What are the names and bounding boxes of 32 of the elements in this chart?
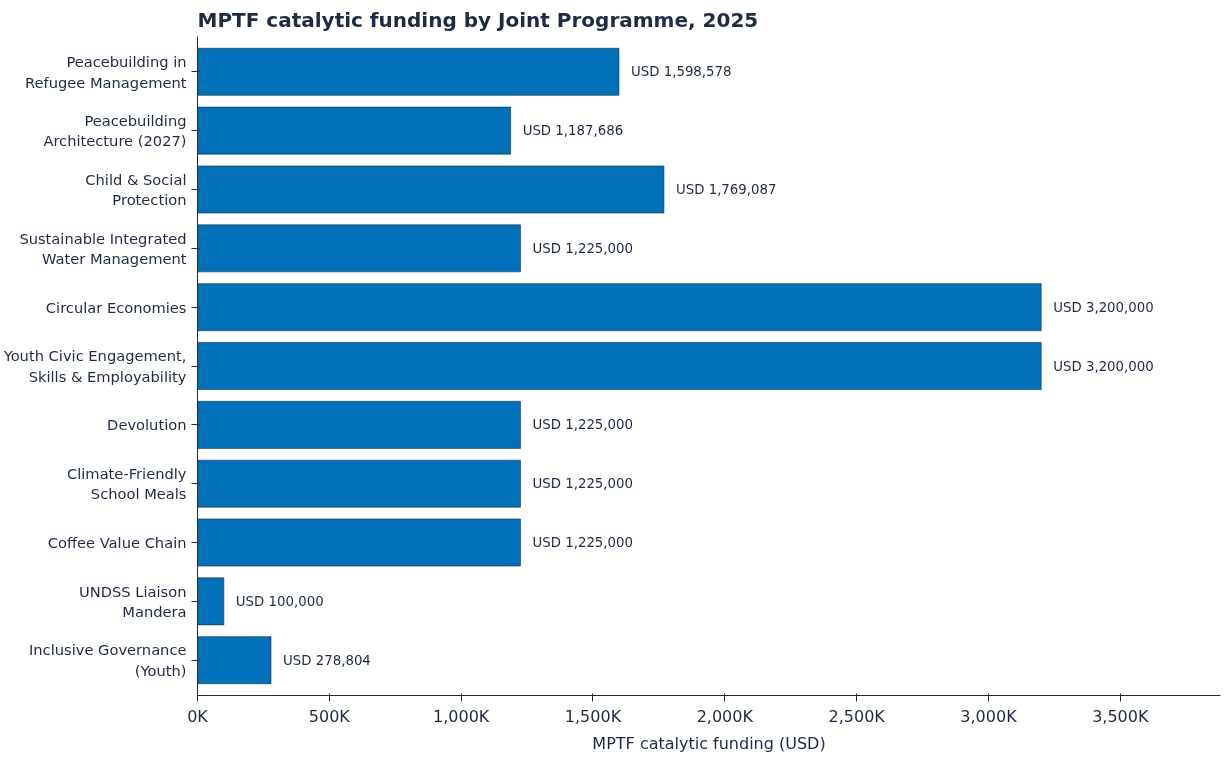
data-label: USD 100,000 (235, 593, 324, 609)
x-tick-label: 2,000K (696, 706, 754, 726)
x-tick-label: 2,500K (828, 706, 886, 726)
y-tick-label: Peacebuilding Architecture (2027) (43, 111, 187, 150)
y-tick-label: Peacebuilding in Refugee Management (24, 53, 187, 91)
x-tick-label: 0K (187, 706, 209, 726)
x-axis-title: MPTF catalytic funding (USD) (592, 733, 826, 753)
y-tick-label: Sustainable Integrated Water Management (19, 229, 187, 268)
x-tick-label: 1,000K (433, 706, 490, 726)
data-label: USD 1,225,000 (532, 476, 634, 492)
y-tick-label: UNDSS Liaison Mandera (79, 582, 187, 621)
data-label: USD 1,225,000 (532, 535, 634, 551)
data-label: USD 1,769,087 (675, 181, 777, 197)
data-label: USD 1,225,000 (532, 417, 634, 433)
y-tick-label: Devolution (107, 416, 187, 434)
data-label: USD 1,187,686 (522, 123, 624, 139)
x-tick-label: 500K (308, 706, 351, 726)
chart-title: MPTF catalytic funding by Joint Programme, 2025 (197, 7, 759, 32)
x-tick-label: 3,000K (960, 706, 1018, 726)
x-tick-label: 3,500K (1092, 706, 1149, 726)
x-tick-label: 1,500K (564, 706, 622, 726)
data-label: USD 3,200,000 (1053, 299, 1154, 315)
y-tick-label: Youth Civic Engagement, Skills & Employability (2, 347, 187, 385)
data-label: USD 1,225,000 (532, 240, 634, 256)
y-tick-label: Inclusive Governance (Youth) (29, 641, 187, 679)
y-tick-label: Climate-Friendly School Meals (67, 464, 187, 503)
data-label: USD 3,200,000 (1053, 358, 1154, 374)
y-tick-label: Circular Economies (45, 298, 187, 316)
y-tick-label: Coffee Value Chain (47, 534, 187, 552)
y-tick-label: Child & Social Protection (85, 170, 187, 209)
data-label: USD 278,804 (283, 652, 371, 668)
data-label: USD 1,598,578 (630, 64, 732, 80)
